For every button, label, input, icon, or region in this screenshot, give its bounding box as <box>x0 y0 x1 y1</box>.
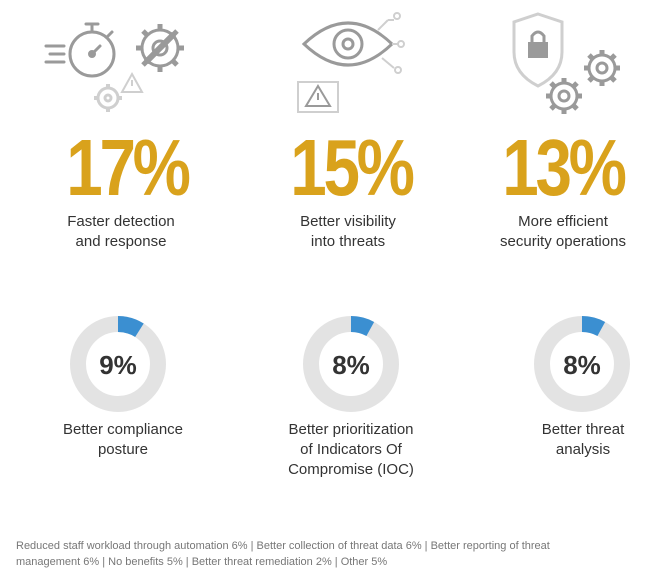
stopwatch-gears-icon <box>44 22 184 112</box>
footnote-line: Reduced staff workload through automatio… <box>16 540 550 552</box>
donut-label-line: Better prioritization <box>288 421 414 438</box>
stat-value-better-visibility: 15% <box>290 123 415 212</box>
stat-value-efficient-operations: 13% <box>502 123 627 212</box>
donut-slice-threat-analysis <box>581 316 606 337</box>
stat-label-line: Better visibility <box>300 213 396 230</box>
stat-label-line: into threats <box>310 233 386 250</box>
stat-label-better-visibility: Better visibility into threats <box>237 212 459 252</box>
stat-label-faster-detection: Faster detection and response <box>10 212 232 252</box>
donut-slice-prioritization <box>350 316 375 337</box>
donut-label-line: Compromise (IOC) <box>288 461 414 478</box>
stat-label-line: security operations <box>500 233 626 250</box>
stat-value-faster-detection: 17% <box>66 123 191 212</box>
donut-label-line: posture <box>97 441 149 458</box>
stat-label-line: More efficient <box>518 213 608 230</box>
donut-chart-prioritization: 8% <box>303 316 399 412</box>
donut-chart-threat-analysis: 8% <box>534 316 630 412</box>
donut-value-prioritization: 8% <box>332 350 370 380</box>
stat-label-line: Faster detection <box>67 213 175 230</box>
donut-label-line: Better threat <box>541 421 625 438</box>
donut-slice-compliance <box>117 316 144 338</box>
donut-chart-compliance: 9% <box>70 316 166 412</box>
stat-label-efficient-operations: More efficient security operations <box>452 212 667 252</box>
eye-warning-icon <box>297 12 405 113</box>
footnote-other-benefits: Reduced staff workload through automatio… <box>16 538 656 570</box>
footnote-line: management 6% | No benefits 5% | Better … <box>16 556 388 568</box>
donut-label-line: Better compliance <box>62 421 184 438</box>
shield-lock-gears-icon <box>512 12 620 114</box>
donut-label-compliance: Better compliance posture <box>12 420 234 460</box>
donut-value-threat-analysis: 8% <box>563 350 601 380</box>
donut-label-line: analysis <box>555 441 611 458</box>
donut-label-line: of Indicators Of <box>300 441 402 458</box>
stat-label-line: and response <box>75 233 167 250</box>
donut-label-threat-analysis: Better threat analysis <box>472 420 667 460</box>
donut-label-prioritization: Better prioritization of Indicators Of C… <box>240 420 462 480</box>
donut-value-compliance: 9% <box>99 350 137 380</box>
